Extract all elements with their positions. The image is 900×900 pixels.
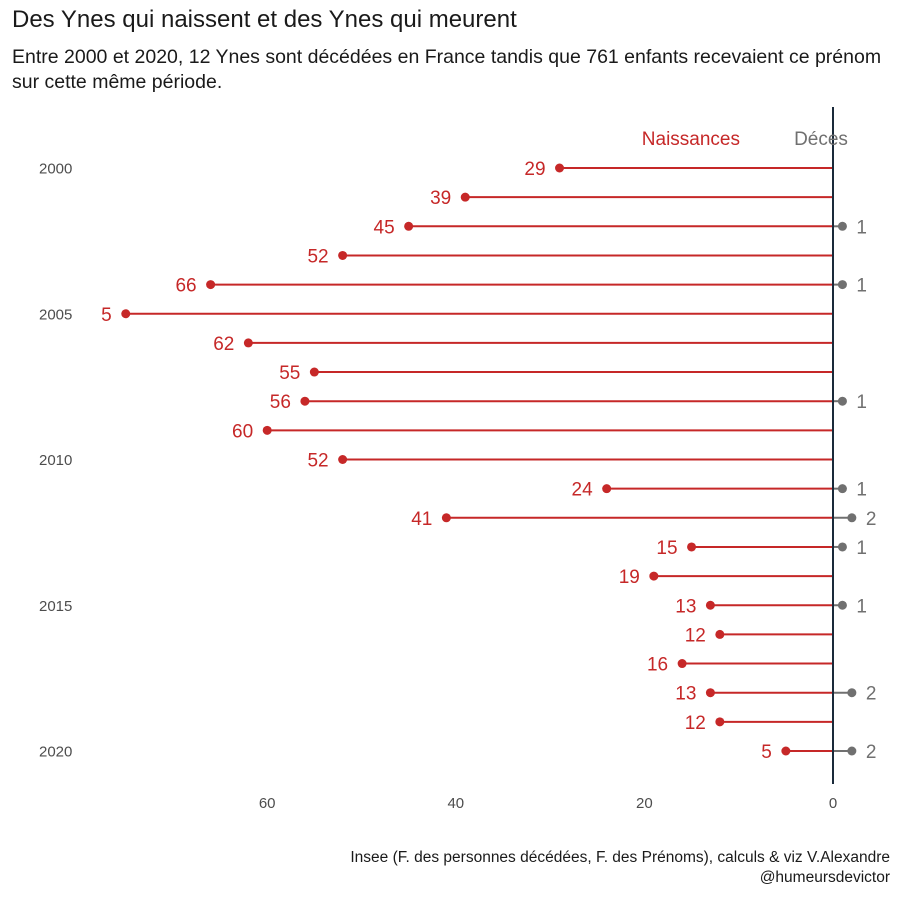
naissances-value-label: 15 [656, 538, 677, 559]
naissances-value-label: 29 [524, 159, 545, 180]
naissances-value-label: 13 [675, 684, 696, 705]
source-caption: Insee (F. des personnes décédées, F. des… [350, 849, 890, 886]
naissances-value-label: 41 [411, 509, 432, 530]
deces-value-label: 1 [856, 392, 867, 413]
x-tick-label: 60 [259, 795, 276, 812]
naissances-point [715, 717, 725, 727]
naissances-value-label: 56 [270, 392, 291, 413]
naissances-value-label: 5 [101, 305, 112, 326]
naissances-value-label: 60 [232, 421, 253, 442]
naissances-point [649, 571, 659, 581]
naissances-value-label: 39 [430, 188, 451, 209]
naissances-value-label: 55 [279, 363, 300, 384]
naissances-point [677, 659, 687, 669]
naissances-value-label: 45 [374, 217, 395, 238]
deces-value-label: 1 [856, 480, 867, 501]
naissances-value-label: 12 [685, 713, 706, 734]
x-tick-label: 40 [447, 795, 464, 812]
deces-value-label: 1 [856, 596, 867, 617]
naissances-point [602, 484, 612, 494]
chart-title: Des Ynes qui naissent et des Ynes qui me… [12, 6, 517, 33]
naissances-value-label: 24 [572, 480, 594, 501]
deces-value-label: 2 [866, 509, 877, 530]
naissances-point [338, 250, 348, 260]
deces-point [847, 688, 857, 698]
deces-point [837, 542, 847, 552]
naissances-value-label: 52 [307, 246, 328, 267]
deces-point [847, 746, 857, 756]
y-tick-label: 2015 [39, 598, 72, 615]
y-tick-label: 2000 [39, 161, 72, 178]
naissances-point [404, 221, 414, 231]
naissances-value-label: 66 [175, 276, 196, 297]
x-tick-label: 0 [829, 795, 837, 812]
naissances-point [243, 338, 253, 348]
naissances-point [705, 688, 715, 698]
naissances-point [262, 425, 272, 435]
naissances-value-label: 19 [619, 567, 640, 588]
naissances-point [441, 513, 451, 523]
naissances-value-label: 62 [213, 334, 234, 355]
deces-value-label: 1 [856, 276, 867, 297]
x-tick-label: 20 [636, 795, 653, 812]
naissances-point [555, 163, 565, 173]
naissances-point [460, 192, 470, 202]
legend-deces: Déces [794, 129, 848, 150]
naissances-point [121, 309, 131, 319]
naissances-value-label: 52 [307, 451, 328, 472]
legend-naissances: Naissances [642, 129, 740, 150]
deces-point [837, 600, 847, 610]
naissances-value-label: 5 [761, 742, 772, 763]
deces-point [837, 280, 847, 290]
naissances-point [309, 367, 319, 377]
y-tick-label: 2010 [39, 452, 72, 469]
chart-subtitle: Entre 2000 et 2020, 12 Ynes sont décédée… [12, 46, 882, 93]
y-tick-label: 2005 [39, 306, 72, 323]
axes: 2000 2005 2010 2015 2020 60 40 20 0 [39, 107, 837, 812]
naissances-point [687, 542, 697, 552]
deces-point [837, 484, 847, 494]
y-tick-label: 2020 [39, 744, 72, 761]
deces-value-label: 1 [856, 538, 867, 559]
naissances-value-label: 16 [647, 655, 668, 676]
naissances-value-label: 12 [685, 625, 706, 646]
deces-value-label: 2 [866, 742, 877, 763]
naissances-point [300, 396, 310, 406]
naissances-point [338, 455, 348, 464]
deces-point [837, 221, 847, 231]
naissances-value-label: 13 [675, 596, 696, 617]
deces-point [837, 396, 847, 406]
deces-series: 1 1 1 1 2 1 1 2 2 [833, 217, 876, 763]
naissances-point [715, 629, 725, 639]
naissances-series: 29 39 45 52 66 5 62 55 56 60 52 24 41 15 19 13 12 16 13 12 5 [101, 159, 833, 763]
deces-value-label: 2 [866, 684, 877, 705]
deces-point [847, 513, 857, 523]
naissances-point [705, 600, 715, 610]
deces-value-label: 1 [856, 217, 867, 238]
naissances-point [206, 280, 216, 290]
legend: Naissances Déces [642, 129, 848, 150]
naissances-point [781, 746, 791, 756]
